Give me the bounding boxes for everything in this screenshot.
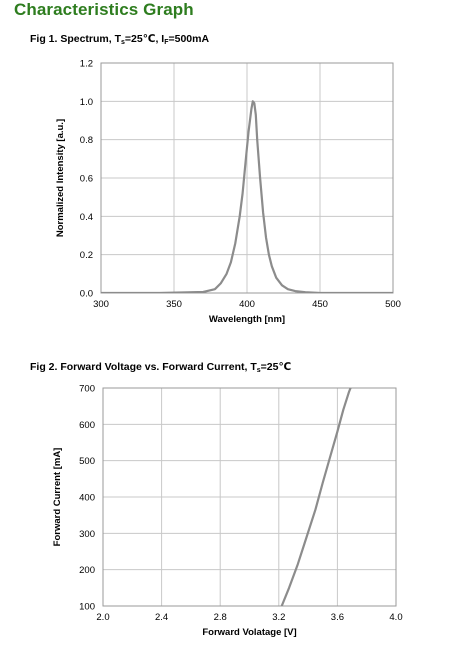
y-tick-label: 0.0 [80, 289, 93, 300]
x-axis-label: Forward Volatage [V] [202, 627, 296, 638]
plot-frame [100, 62, 394, 294]
x-tick-label: 2.4 [155, 612, 168, 623]
x-tick-label: 3.2 [272, 612, 285, 623]
plot-frame [102, 387, 397, 607]
y-tick-label: 1.0 [80, 97, 93, 108]
x-tick-label: 2.0 [96, 612, 109, 623]
y-tick-label: 0.8 [80, 135, 93, 146]
y-tick-label: 0.4 [80, 212, 93, 223]
plot-area [102, 387, 397, 607]
y-axis-label: Normalized Intensity [a.u.] [55, 119, 66, 237]
figure-2-caption: Fig 2. Forward Voltage vs. Forward Curre… [30, 361, 292, 374]
x-tick-label: 2.8 [214, 612, 227, 623]
y-tick-label: 200 [79, 565, 95, 576]
x-tick-label: 500 [385, 299, 401, 310]
y-tick-label: 700 [79, 384, 95, 395]
y-tick-label: 0.2 [80, 250, 93, 261]
y-tick-label: 400 [79, 493, 95, 504]
x-tick-label: 350 [166, 299, 182, 310]
y-tick-label: 500 [79, 456, 95, 467]
y-tick-label: 100 [79, 602, 95, 613]
x-tick-label: 4.0 [389, 612, 402, 623]
y-tick-label: 1.2 [80, 59, 93, 70]
page-title: Characteristics Graph [14, 0, 194, 19]
y-axis-label: Forward Current [mA] [52, 448, 63, 547]
y-tick-label: 600 [79, 420, 95, 431]
y-tick-label: 0.6 [80, 174, 93, 185]
series-line [280, 388, 352, 606]
series-line [101, 100, 393, 293]
x-tick-label: 450 [312, 299, 328, 310]
figure-1-caption: Fig 1. Spectrum, Ts=25℃, IF=500mA [30, 33, 210, 46]
y-tick-label: 300 [79, 529, 95, 540]
x-axis-label: Wavelength [nm] [209, 314, 285, 325]
x-tick-label: 400 [239, 299, 255, 310]
x-tick-label: 300 [93, 299, 109, 310]
x-tick-label: 3.6 [331, 612, 344, 623]
plot-area [100, 62, 394, 294]
